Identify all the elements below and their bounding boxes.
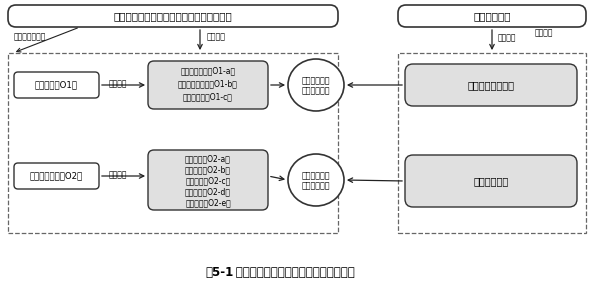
Text: 自治水平（O2-e）: 自治水平（O2-e） bbox=[185, 198, 231, 207]
Text: 指标体系构建: 指标体系构建 bbox=[302, 76, 330, 86]
Ellipse shape bbox=[288, 59, 344, 111]
Text: 要素识别: 要素识别 bbox=[108, 170, 128, 180]
Text: 图5-1: 图5-1 bbox=[205, 266, 233, 278]
FancyBboxPatch shape bbox=[398, 5, 586, 27]
FancyBboxPatch shape bbox=[148, 150, 268, 210]
Text: 社会效应（O2-b）: 社会效应（O2-b） bbox=[185, 166, 231, 174]
FancyBboxPatch shape bbox=[14, 72, 99, 98]
Text: 政策实施情况（O1-a）: 政策实施情况（O1-a） bbox=[181, 66, 235, 76]
FancyBboxPatch shape bbox=[405, 155, 577, 207]
Text: 文化效应（O2-d）: 文化效应（O2-d） bbox=[185, 188, 231, 196]
Text: 社会生态效应（O2）: 社会生态效应（O2） bbox=[30, 172, 83, 180]
Text: 实证分析: 实证分析 bbox=[535, 28, 554, 38]
Text: 农村宅基地有偿使用社会生态系统分析框架: 农村宅基地有偿使用社会生态系统分析框架 bbox=[114, 11, 232, 21]
Text: 模型选择: 模型选择 bbox=[498, 34, 517, 42]
Text: 环境效应（O2-c）: 环境效应（O2-c） bbox=[185, 176, 231, 186]
Ellipse shape bbox=[288, 154, 344, 206]
FancyBboxPatch shape bbox=[14, 163, 99, 189]
Bar bbox=[398, 53, 586, 233]
Text: 要素识别: 要素识别 bbox=[108, 80, 128, 89]
Text: 经济效应（O2-a）: 经济效应（O2-a） bbox=[185, 154, 231, 164]
Text: 指标体系构建: 指标体系构建 bbox=[302, 172, 330, 180]
Text: 指标权重确定: 指标权重确定 bbox=[302, 87, 330, 95]
Text: 政策目标完成度（O1-b）: 政策目标完成度（O1-b） bbox=[178, 80, 238, 89]
Text: 改革效应（O1）: 改革效应（O1） bbox=[35, 80, 78, 89]
Text: 理论基础: 理论基础 bbox=[207, 32, 226, 42]
Text: 农户满意度（O1-c）: 农户满意度（O1-c） bbox=[183, 93, 233, 101]
Text: 综合评价模型: 综合评价模型 bbox=[473, 176, 508, 186]
FancyBboxPatch shape bbox=[405, 64, 577, 106]
FancyBboxPatch shape bbox=[8, 5, 338, 27]
Bar bbox=[8, 53, 338, 233]
FancyBboxPatch shape bbox=[148, 61, 268, 109]
Text: 模糊综合评价模型: 模糊综合评价模型 bbox=[467, 80, 514, 90]
Text: 指标权重确定: 指标权重确定 bbox=[302, 182, 330, 190]
Text: 农村宅基地有偿使用实施效应评价思路: 农村宅基地有偿使用实施效应评价思路 bbox=[232, 266, 355, 278]
Text: 各层级变量识别: 各层级变量识别 bbox=[14, 32, 46, 42]
Text: 效应评价模型: 效应评价模型 bbox=[473, 11, 511, 21]
